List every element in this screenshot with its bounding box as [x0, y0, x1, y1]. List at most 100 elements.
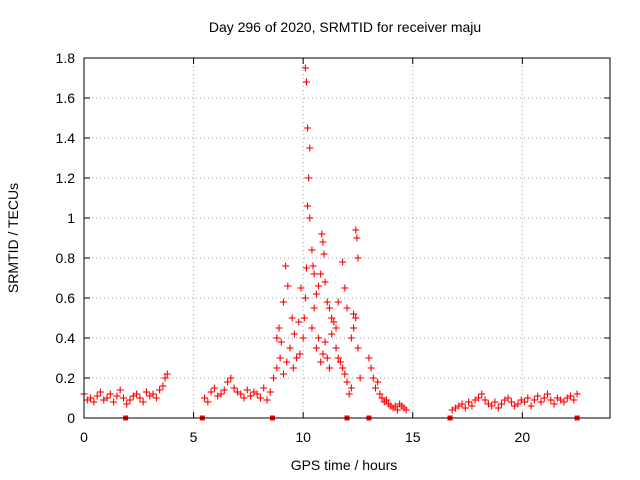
data-point	[534, 392, 542, 400]
data-point	[498, 400, 506, 408]
y-tick-label: 1.6	[56, 90, 76, 106]
plot-frame	[83, 57, 611, 419]
data-point	[319, 238, 327, 246]
data-point	[103, 394, 111, 402]
data-point	[106, 390, 114, 398]
data-point	[87, 394, 95, 402]
data-point	[110, 398, 118, 406]
data-point	[282, 262, 290, 270]
y-tick-label: 0.4	[56, 330, 76, 346]
data-point	[133, 390, 141, 398]
data-point	[207, 388, 215, 396]
data-point	[302, 264, 310, 272]
data-point	[305, 174, 313, 182]
data-point	[391, 402, 399, 410]
data-point	[310, 270, 318, 278]
data-point	[220, 386, 228, 394]
data-point	[475, 394, 482, 402]
data-point	[376, 390, 384, 398]
data-point	[290, 330, 298, 338]
data-point	[341, 284, 349, 292]
data-point	[283, 358, 291, 366]
grid-lines	[84, 58, 610, 418]
data-point	[323, 354, 331, 362]
data-point	[159, 382, 167, 390]
data-point	[119, 394, 127, 402]
data-point	[328, 330, 336, 338]
data-point	[297, 284, 305, 292]
data-point	[330, 318, 338, 326]
y-tick-label: 0.2	[56, 370, 76, 386]
x-tick-label: 10	[295, 429, 311, 445]
data-point	[354, 344, 362, 352]
data-point	[488, 402, 496, 410]
data-point	[353, 234, 361, 242]
data-point	[142, 388, 150, 396]
data-point	[494, 404, 502, 412]
x-tick-label: 5	[190, 429, 198, 445]
data-point	[560, 398, 568, 406]
data-point	[93, 392, 101, 400]
data-point	[308, 324, 316, 332]
data-point	[345, 390, 353, 398]
data-point	[570, 396, 578, 404]
data-point	[309, 262, 317, 270]
data-point	[217, 390, 225, 398]
data-point	[382, 396, 390, 404]
data-point	[378, 394, 386, 402]
data-point	[356, 374, 364, 382]
data-point	[547, 396, 555, 404]
data-point	[306, 214, 314, 222]
data-point	[123, 400, 131, 408]
data-point	[339, 258, 347, 266]
data-point	[461, 404, 469, 412]
data-point	[352, 226, 360, 234]
data-point	[260, 384, 268, 392]
data-point	[321, 338, 329, 346]
data-point	[325, 304, 333, 312]
data-point	[304, 202, 312, 210]
data-point	[210, 384, 218, 392]
data-point	[266, 388, 274, 396]
data-point	[301, 294, 309, 302]
data-point	[352, 314, 360, 322]
data-point	[537, 398, 545, 406]
data-point	[306, 144, 314, 152]
data-point	[277, 338, 285, 346]
axis-ticks	[83, 57, 610, 419]
y-tick-label: 0.6	[56, 290, 76, 306]
data-point	[332, 324, 340, 332]
data-point	[295, 318, 303, 326]
data-point	[227, 374, 235, 382]
data-point	[573, 390, 581, 398]
data-point	[514, 400, 522, 408]
data-point	[524, 394, 532, 402]
data-point	[343, 304, 351, 312]
data-point	[343, 378, 351, 386]
data-point	[312, 344, 320, 352]
data-point	[240, 394, 248, 402]
data-point	[465, 398, 473, 406]
data-point	[319, 350, 327, 358]
data-point	[317, 358, 325, 366]
data-point	[161, 374, 169, 382]
data-point	[296, 350, 304, 358]
data-point	[273, 334, 281, 342]
data-point	[270, 374, 278, 382]
data-point	[402, 406, 410, 414]
x-tick-label: 0	[80, 429, 88, 445]
data-point	[504, 394, 512, 402]
data-point	[458, 400, 466, 408]
data-point	[90, 398, 98, 406]
data-point	[354, 254, 362, 262]
chart-title: Day 296 of 2020, SRMTID for receiver maj…	[209, 19, 481, 35]
data-point	[317, 270, 325, 278]
y-tick-label: 1.2	[56, 170, 76, 186]
data-point	[289, 364, 297, 372]
data-point	[237, 390, 245, 398]
data-point	[304, 124, 312, 132]
y-tick-label: 0.8	[56, 250, 76, 266]
data-point	[276, 354, 284, 362]
data-point	[336, 358, 344, 366]
